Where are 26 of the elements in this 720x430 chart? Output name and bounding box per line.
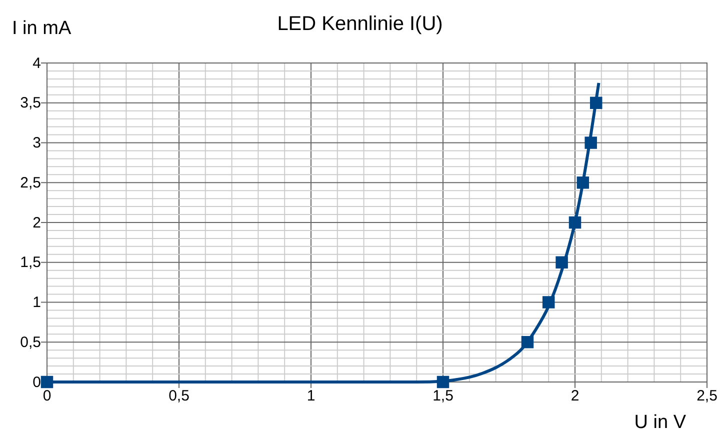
point — [436, 376, 450, 388]
y-axis-title: I in mA — [12, 18, 72, 39]
point — [542, 296, 555, 308]
x-tick-label: 1,5 — [432, 388, 454, 405]
point — [556, 256, 568, 268]
x-axis-title: U in V — [634, 412, 686, 430]
y-tick-label: 1 — [32, 294, 41, 312]
point — [584, 136, 597, 149]
x-tick-label: 0,5 — [168, 388, 190, 405]
point — [568, 216, 582, 229]
y-tick-label: 4 — [32, 54, 41, 72]
x-tick-label: 2,5 — [696, 388, 718, 405]
y-tick-label: 0 — [32, 374, 41, 391]
y-tick-label: 3 — [32, 134, 41, 152]
y-tick-label: 2,5 — [20, 174, 41, 192]
y-tick-label: 3,5 — [20, 94, 41, 112]
y-tick-label: 1,5 — [20, 254, 41, 272]
x-tick-label: 1 — [306, 388, 316, 405]
point — [521, 336, 534, 348]
point — [576, 176, 590, 189]
y-tick-label: 0,5 — [20, 334, 41, 351]
x-tick-label: 2 — [570, 388, 580, 405]
chart-title: LED Kennlinie I(U) — [277, 13, 443, 35]
point — [590, 96, 602, 109]
point — [40, 376, 54, 388]
y-tick-label: 2 — [32, 214, 41, 232]
